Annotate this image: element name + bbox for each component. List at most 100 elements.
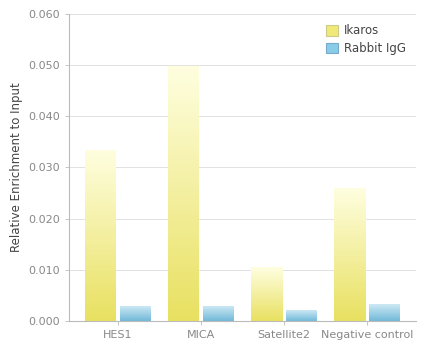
Bar [85,280,116,282]
Bar [168,82,199,85]
Bar [85,257,116,259]
Bar [85,220,116,223]
Bar [85,265,116,268]
Bar [85,259,116,261]
Bar [251,296,282,297]
Bar [168,315,199,318]
Bar [251,298,282,299]
Bar [168,267,199,270]
Bar [168,92,199,95]
Bar [85,240,116,242]
Bar [85,315,116,317]
Bar [168,232,199,235]
Bar [251,302,282,303]
Bar [334,210,366,211]
Bar [168,305,199,308]
Bar [85,212,116,214]
Bar [251,297,282,298]
Bar [334,288,366,289]
Bar [251,276,282,277]
Bar [334,248,366,250]
Bar [334,213,366,215]
Bar [251,286,282,287]
Bar [251,274,282,275]
Bar [334,278,366,280]
Bar [168,79,199,82]
Bar [85,293,116,295]
Bar [85,231,116,233]
Bar [334,205,366,206]
Bar [251,288,282,289]
Bar [85,289,116,291]
Bar [85,253,116,255]
Bar [251,305,282,306]
Bar [334,265,366,266]
Bar [168,181,199,184]
Bar [251,275,282,276]
Bar [85,199,116,201]
Bar [168,270,199,273]
Bar [168,95,199,98]
Bar [334,198,366,200]
Bar [168,238,199,242]
Bar [85,250,116,253]
Bar [168,248,199,251]
Bar [334,216,366,218]
Bar [168,162,199,165]
Bar [251,316,282,317]
Bar [85,193,116,195]
Bar [168,104,199,107]
Bar [334,201,366,203]
Bar [334,254,366,256]
Bar [251,309,282,310]
Bar [168,165,199,168]
Bar [85,180,116,182]
Bar [168,168,199,171]
Bar [168,146,199,149]
Bar [85,310,116,313]
Bar [168,190,199,194]
Bar [168,184,199,187]
Bar [251,307,282,308]
Bar [85,304,116,306]
Bar [168,111,199,114]
Bar [85,317,116,319]
Bar [168,171,199,175]
Bar [85,184,116,186]
Bar [168,245,199,248]
Bar [85,160,116,162]
Bar [251,311,282,312]
Bar [85,242,116,244]
Bar [251,278,282,279]
Bar [334,246,366,248]
Bar [334,226,366,228]
Bar [251,292,282,293]
Bar [85,278,116,280]
Bar [168,107,199,111]
Bar [251,287,282,288]
Bar [168,133,199,136]
Bar [85,227,116,229]
Bar [168,229,199,232]
Bar [168,318,199,321]
Bar [334,291,366,293]
Bar [334,280,366,281]
Bar [168,142,199,146]
Bar [334,283,366,285]
Bar [334,276,366,278]
Bar [334,275,366,276]
Bar [168,302,199,305]
Bar [85,177,116,180]
Bar [334,234,366,236]
Bar [251,277,282,278]
Bar [168,152,199,155]
Bar [85,162,116,164]
Bar [168,213,199,216]
Bar [251,290,282,291]
Bar [168,130,199,133]
Bar [334,233,366,235]
Bar [168,66,199,69]
Bar [85,319,116,321]
Bar [168,241,199,245]
Bar [251,271,282,272]
